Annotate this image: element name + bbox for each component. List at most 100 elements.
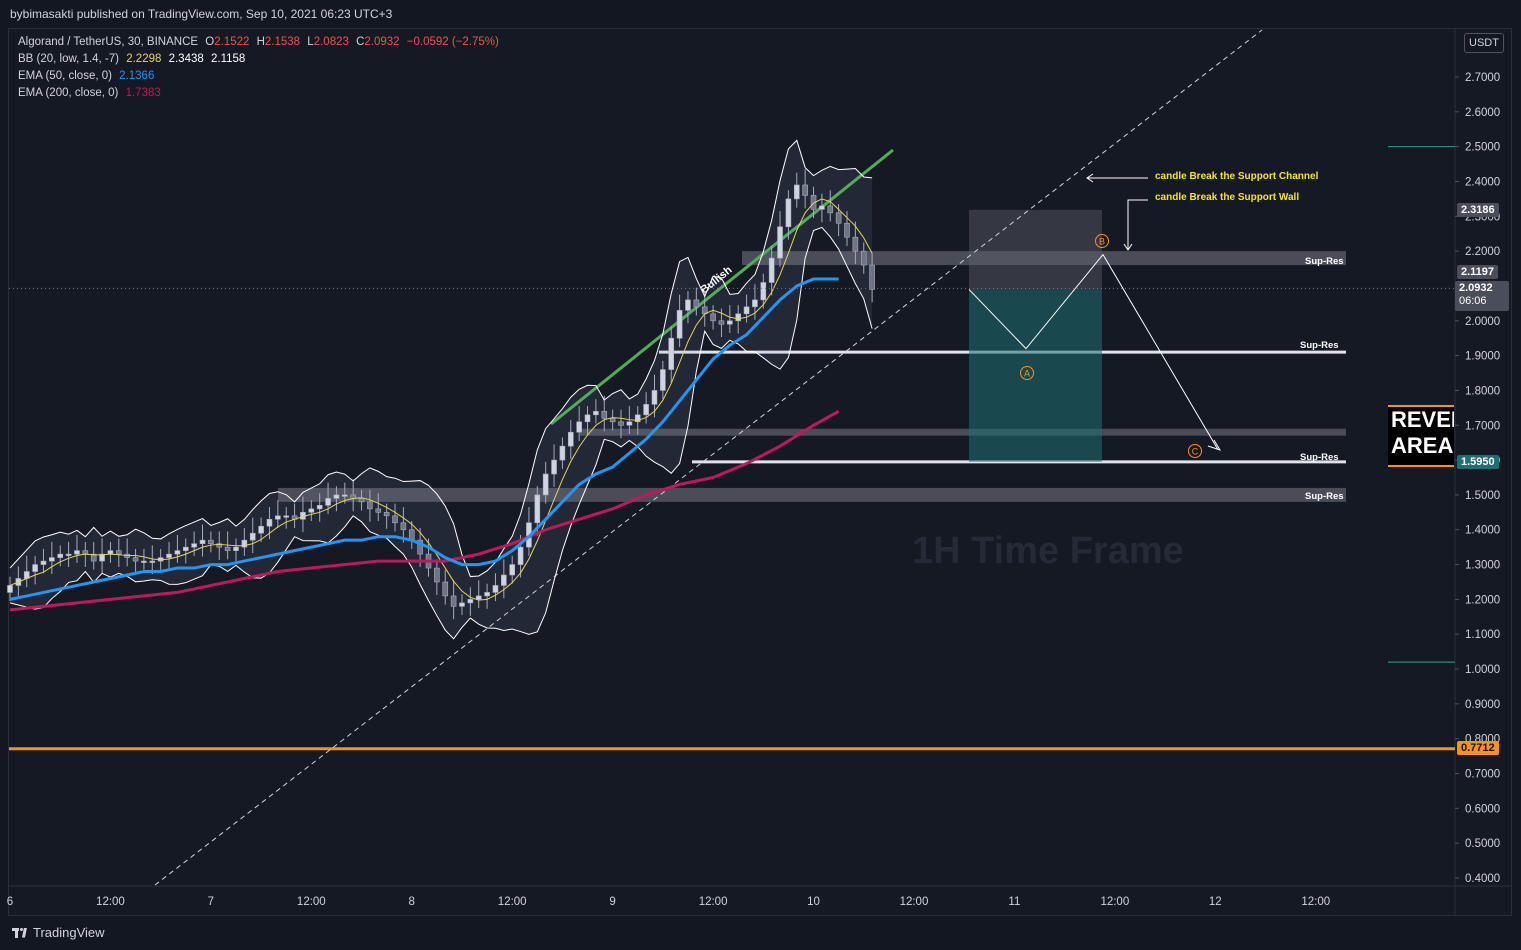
price-tag-ema: 2.1197 — [1457, 265, 1499, 279]
candle-up — [651, 390, 658, 405]
candle-up — [57, 553, 64, 558]
y-tick-label: 2.5000 — [1465, 142, 1500, 154]
legend-bb-label: BB (20, low, 1.4, -7) — [18, 53, 119, 65]
candle-up — [685, 299, 691, 311]
candle-down — [392, 515, 398, 524]
legend-ohlc: Algorand / TetherUS, 30, BINANCE O2.1522… — [18, 34, 499, 51]
candle-up — [149, 560, 156, 563]
candle-down — [869, 264, 875, 290]
candle-down — [132, 557, 139, 562]
y-tick-label: 1.1000 — [1465, 629, 1500, 641]
y-tick-label: 1.7000 — [1465, 420, 1500, 432]
chart-frame[interactable] — [8, 28, 1512, 916]
bullish-trendline — [550, 148, 894, 426]
tradingview-logo[interactable]: TradingView — [12, 925, 105, 940]
candle-up — [467, 599, 474, 604]
timeframe-watermark: 1H Time Frame — [912, 530, 1184, 572]
candle-up — [735, 313, 741, 322]
candle-down — [400, 522, 407, 531]
legend-ema200: EMA (200, close, 0) 1.7383 — [18, 85, 499, 102]
x-tick-label: 7 — [208, 896, 214, 908]
candle-up — [660, 369, 666, 391]
chart-legend: Algorand / TetherUS, 30, BINANCE O2.1522… — [18, 34, 499, 102]
candle-up — [509, 564, 516, 576]
candle-up — [266, 518, 273, 527]
candle-up — [534, 494, 541, 524]
candle-up — [785, 198, 792, 228]
annotation-channel: candle Break the Support Channel — [1155, 171, 1319, 182]
abc-projection-path — [968, 253, 1219, 450]
y-tick-label: 2.6000 — [1465, 107, 1500, 119]
supres-label-2: Sup-Res — [1300, 340, 1339, 351]
price-tag-last: 2.0932 06:06 — [1455, 281, 1509, 311]
legend-bb-basis: 2.2298 — [126, 53, 162, 65]
legend-ema200-value: 1.7383 — [125, 87, 161, 99]
ema50-line — [9, 277, 839, 601]
legend-bb-upper: 2.3438 — [168, 53, 204, 65]
candle-up — [727, 320, 733, 325]
candle-up — [634, 414, 641, 423]
x-tick-label: 12:00 — [1301, 896, 1330, 908]
candle-down — [367, 501, 373, 510]
candle-up — [99, 553, 105, 562]
supres-label-1: Sup-Res — [1305, 256, 1344, 267]
candle-down — [852, 236, 859, 252]
candle-down — [618, 421, 624, 426]
x-tick-label: 12:00 — [297, 896, 326, 908]
candle-up — [258, 525, 264, 534]
candle-down — [693, 299, 700, 308]
candle-down — [802, 184, 808, 196]
candle-up — [501, 574, 507, 586]
candle-down — [116, 550, 122, 555]
legend-o: 2.1522 — [214, 36, 250, 48]
candle-down — [434, 567, 440, 583]
candle-up — [643, 404, 649, 416]
candle-down — [90, 553, 97, 562]
y-tick-label: 1.2000 — [1465, 594, 1500, 606]
candle-up — [283, 515, 290, 518]
reversal-line2: AREA — [1391, 433, 1454, 458]
candle-up — [475, 595, 482, 600]
candle-down — [383, 512, 390, 517]
candle-down — [375, 508, 382, 513]
tradingview-icon — [12, 927, 28, 938]
candle-up — [542, 473, 549, 496]
wave-circle-wave_b — [1095, 234, 1109, 248]
candle-up — [760, 282, 767, 301]
candle-up — [768, 257, 775, 283]
legend-bb: BB (20, low, 1.4, -7) 2.2298 2.3438 2.11… — [18, 51, 499, 68]
y-tick-label: 2.7000 — [1465, 72, 1500, 84]
candle-down — [609, 417, 616, 423]
candle-up — [32, 564, 38, 572]
wave-circle-wave_a — [1020, 366, 1034, 380]
price-tag-orange: 0.7712 — [1457, 741, 1499, 755]
y-tick-label: 1.9000 — [1465, 351, 1500, 363]
candle-up — [191, 543, 197, 548]
candle-up — [777, 226, 783, 259]
bb-lower-band — [9, 226, 873, 640]
candle-up — [668, 337, 675, 370]
y-tick-label: 1.5000 — [1465, 490, 1500, 502]
candle-down — [860, 250, 867, 266]
last-price: 2.0932 — [1459, 282, 1493, 294]
legend-l-label: L — [307, 36, 314, 48]
x-tick-label: 12:00 — [900, 896, 929, 908]
candle-up — [341, 494, 348, 497]
candle-up — [484, 592, 490, 597]
currency-button[interactable]: USDT — [1464, 33, 1504, 53]
candle-up — [743, 306, 750, 315]
candle-down — [442, 581, 449, 597]
legend-change: −0.0592 (−2.75%) — [406, 36, 499, 48]
candle-up — [49, 557, 55, 562]
candle-down — [224, 546, 231, 551]
y-tick-label: 1.4000 — [1465, 525, 1500, 537]
candle-up — [492, 585, 499, 593]
candle-up — [233, 546, 239, 551]
channel-arrowhead — [1086, 173, 1094, 183]
legend-ema50-value: 2.1366 — [119, 70, 155, 82]
y-tick-label: 1.0000 — [1465, 664, 1500, 676]
candle-down — [450, 595, 457, 607]
candle-down — [601, 411, 608, 419]
candle-down — [710, 313, 716, 322]
